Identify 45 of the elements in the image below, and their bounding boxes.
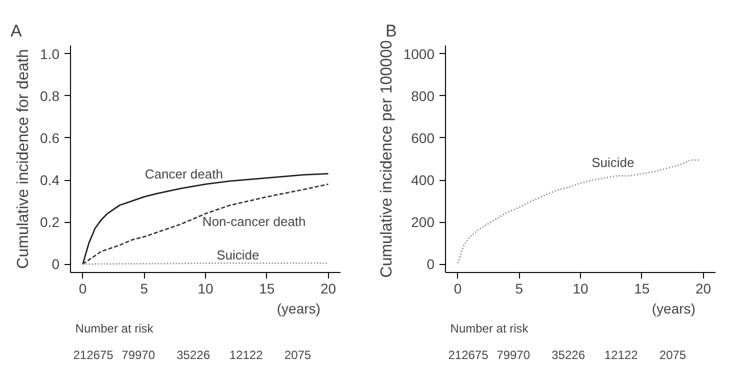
text: 2075 xyxy=(659,348,686,362)
x-tick-label: 10 xyxy=(198,280,214,296)
x-tick-label: 0 xyxy=(78,280,87,296)
y-tick-label: 1.0 xyxy=(40,46,60,62)
x-axis-title: (years) xyxy=(276,300,320,316)
y-tick-label: 0.8 xyxy=(40,88,60,104)
y-tick-label: 0 xyxy=(52,256,60,272)
text: 12122 xyxy=(229,348,264,362)
x-axis-title: (years) xyxy=(652,300,696,316)
line-series xyxy=(457,159,702,264)
y-tick-label: 400 xyxy=(411,172,435,188)
text: 79970 xyxy=(496,348,530,362)
text: Number at risk xyxy=(75,322,154,336)
y-axis-title: Cumulative incidence per 100000 xyxy=(378,40,396,278)
text: 35226 xyxy=(176,348,210,362)
x-tick-label: 20 xyxy=(695,280,712,296)
y-tick-label: 1000 xyxy=(403,46,435,62)
chart-title: A xyxy=(10,22,22,40)
series-label: Suicide xyxy=(216,248,260,263)
y-tick-label: 0.6 xyxy=(40,130,60,146)
x-tick-label: 10 xyxy=(572,280,588,296)
text: 12122 xyxy=(604,348,638,362)
text: 79970 xyxy=(122,348,156,362)
series-label: Cancer death xyxy=(144,166,223,182)
y-tick-label: 0 xyxy=(426,256,435,272)
text: 212675 xyxy=(73,348,114,362)
y-tick-label: 0.4 xyxy=(40,172,60,188)
chart-title: B xyxy=(386,22,397,40)
x-tick-label: 20 xyxy=(320,280,336,296)
series-label: Suicide xyxy=(592,155,634,170)
x-tick-label: 0 xyxy=(454,280,462,296)
text: 35226 xyxy=(552,348,586,362)
y-tick-label: 800 xyxy=(411,88,435,104)
x-tick-label: 15 xyxy=(634,280,650,296)
y-tick-label: 0.2 xyxy=(40,214,60,230)
series-label: Non-cancer death xyxy=(202,214,306,230)
text: 212675 xyxy=(448,348,489,362)
x-tick-label: 15 xyxy=(259,280,275,296)
x-tick-label: 5 xyxy=(515,280,524,296)
y-tick-label: 600 xyxy=(411,130,435,146)
text: Number at risk xyxy=(450,322,530,336)
y-axis-title: Cumulative incidence for death xyxy=(15,49,32,269)
text: 2075 xyxy=(284,348,312,362)
x-tick-label: 5 xyxy=(140,280,148,296)
y-tick-label: 200 xyxy=(411,214,435,230)
